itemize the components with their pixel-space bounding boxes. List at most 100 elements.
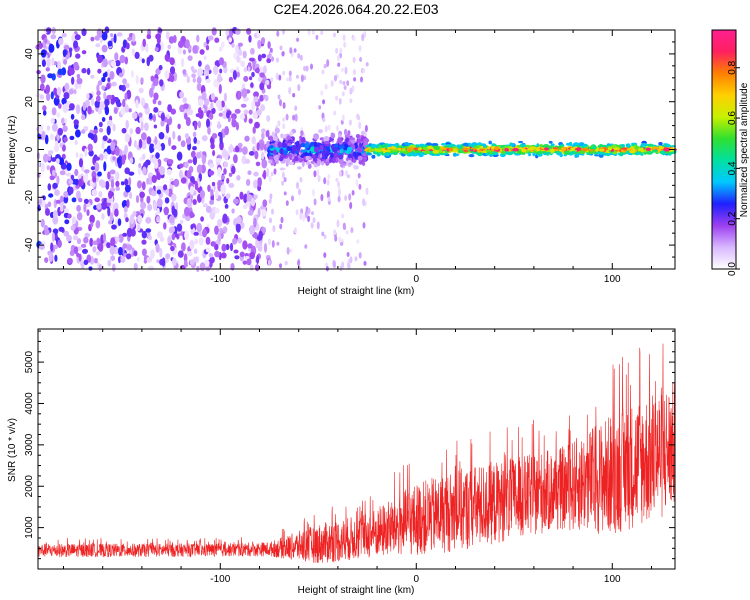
spectrogram-cell <box>165 253 171 260</box>
spectrogram-cell <box>86 67 91 76</box>
y-tick-label: 5000 <box>24 351 35 374</box>
spectrogram-cell <box>90 36 95 42</box>
spectrogram-cell <box>363 138 370 143</box>
spectrogram-cell <box>318 105 322 110</box>
spectrogram-cell <box>335 177 339 182</box>
spectrogram-cell <box>215 157 222 163</box>
spectrogram-cell <box>167 236 172 244</box>
spectrogram-cell <box>101 44 108 53</box>
spectrogram-cell <box>640 152 644 156</box>
spectrogram-cell <box>282 70 286 76</box>
spectrogram-cell <box>354 256 358 262</box>
spectrogram-cell <box>127 36 133 41</box>
spectrogram-cell <box>286 143 292 147</box>
spectrogram-cell <box>139 208 145 217</box>
spectrogram-cell <box>231 119 237 128</box>
spectrogram-cell <box>310 160 315 164</box>
spectrogram-cell <box>57 239 62 248</box>
spectrogram-cell <box>117 218 122 226</box>
spectrogram-cell <box>333 32 336 38</box>
spectrogram-cell <box>55 199 61 204</box>
spectrogram-cell <box>168 136 172 147</box>
spectrogram-cell <box>113 202 119 211</box>
spectrogram-cell <box>172 257 177 267</box>
spectrogram-cell <box>128 108 132 113</box>
spectrogram-cell <box>87 143 93 152</box>
spectrogram-cell <box>279 223 283 230</box>
spectrogram-cell <box>279 45 283 51</box>
spectrogram-cell <box>148 235 153 241</box>
spectrogram-cell <box>304 244 308 249</box>
spectrogram-cell <box>128 171 135 176</box>
spectrogram-cell <box>167 159 174 165</box>
spectrogram-cell <box>56 175 60 185</box>
spectrogram-cell <box>346 80 350 86</box>
spectrogram-cell <box>550 143 555 147</box>
spectrogram-cell <box>135 99 139 109</box>
spectrogram-cell <box>179 219 184 224</box>
spectrogram-cell <box>208 253 214 258</box>
spectrogram-cell <box>253 194 258 199</box>
spectrogram-cell <box>365 153 373 156</box>
spectrogram-cell <box>193 248 198 254</box>
spectrogram-cell <box>417 147 422 151</box>
spectrogram-cell <box>397 145 403 148</box>
spectrogram-cell <box>647 143 654 147</box>
spectrogram-cell <box>361 33 365 42</box>
spectrogram-cell <box>153 145 158 150</box>
spectrogram-cell <box>163 206 169 216</box>
spectrogram-cell <box>122 39 127 48</box>
spectrogram-cell <box>167 104 173 113</box>
spectrogram-cell <box>343 225 347 230</box>
spectrogram-cell <box>73 246 79 255</box>
spectrogram-cell <box>257 207 261 218</box>
spectrogram-cell <box>74 140 78 145</box>
spectrogram-cell <box>220 184 227 195</box>
spectrogram-cell <box>197 67 204 77</box>
spectrogram-cell <box>359 142 363 148</box>
spectrogram-cell <box>190 65 195 71</box>
spectrogram-cell <box>240 60 246 68</box>
spectrogram-cell <box>288 153 293 161</box>
spectrogram-cell <box>665 144 672 148</box>
spectrogram-cell <box>282 123 286 130</box>
spectrogram-cell <box>187 108 193 116</box>
spectrogram-cell <box>147 203 153 212</box>
spectrogram-cell <box>637 152 641 155</box>
spectrogram-cell <box>159 247 163 258</box>
spectrogram-cell <box>326 190 330 199</box>
spectrogram-cell <box>179 169 183 179</box>
spectrogram-cell <box>554 150 561 154</box>
spectrogram-cell <box>347 140 352 146</box>
spectrogram-cell <box>44 37 48 44</box>
spectrogram-cell <box>132 210 137 217</box>
spectrogram-cell <box>90 166 95 171</box>
spectrogram-cell <box>210 143 215 150</box>
spectrogram-cell <box>659 150 665 155</box>
spectrogram-cell <box>281 171 285 179</box>
spectrogram-cell <box>63 44 70 50</box>
spectrogram-cell <box>338 189 341 197</box>
spectrogram-cell <box>208 170 215 176</box>
spectrogram-cell <box>192 146 197 151</box>
x-tick-label: 0 <box>413 574 419 585</box>
spectrogram-cell <box>141 139 147 150</box>
spectrogram-cell <box>536 147 540 152</box>
spectrogram-cell <box>46 57 51 68</box>
y-tick-label: 40 <box>24 48 35 60</box>
spectrogram-cell <box>116 32 123 37</box>
spectrogram-cell <box>40 162 45 173</box>
spectrogram-cell <box>504 151 510 155</box>
spectrogram-cell <box>594 148 599 152</box>
spectrogram-cell <box>76 73 81 79</box>
spectrogram-cell <box>546 152 550 156</box>
spectrogram-cell <box>122 243 128 249</box>
spectrogram-cell <box>658 142 663 146</box>
spectrogram-cell <box>109 245 116 255</box>
spectrogram-cell <box>264 94 269 102</box>
spectrogram-cell <box>128 176 132 187</box>
spectrogram-cell <box>296 181 299 189</box>
spectrogram-cell <box>316 169 320 177</box>
spectrogram-cell <box>297 84 301 92</box>
spectrogram-cell <box>107 40 113 47</box>
